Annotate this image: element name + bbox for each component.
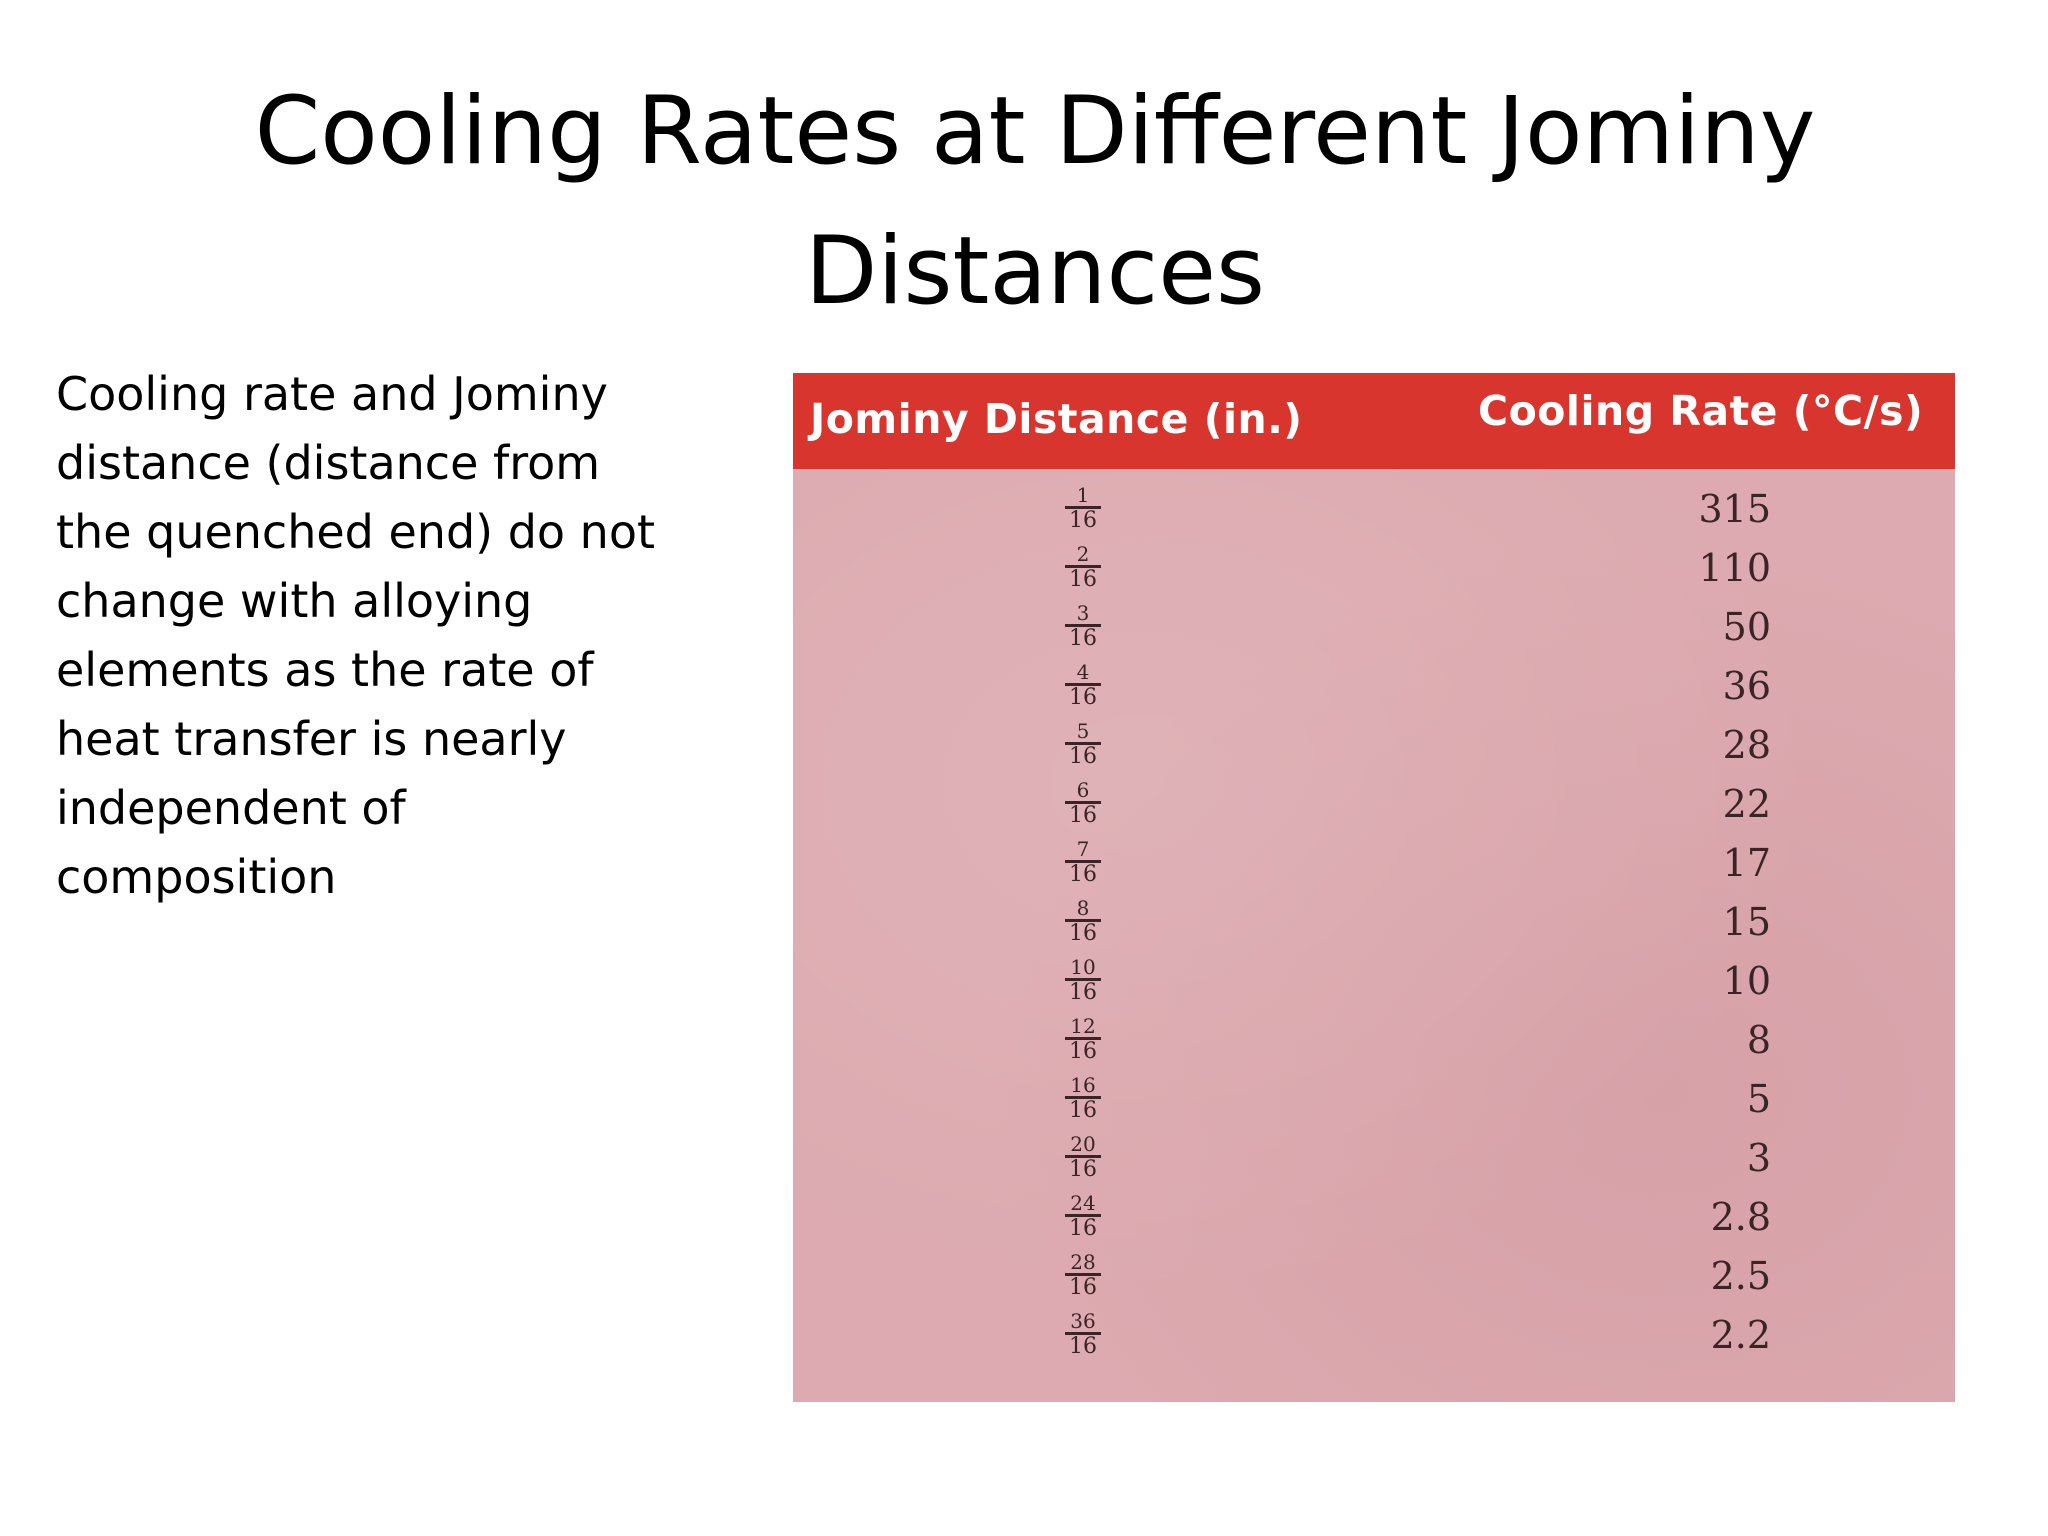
distance-denominator: 16 (1069, 567, 1097, 592)
distance-fraction: 24 16 (1055, 1193, 1111, 1241)
table-row: 1 16 315 (793, 485, 1955, 544)
distance-denominator: 16 (1069, 862, 1097, 887)
slide-title-line: Cooling Rates at Different Jominy (254, 77, 1816, 186)
cooling-rate-value: 10 (1722, 959, 1771, 1003)
body-text-line: distance (distance from (56, 436, 601, 490)
cooling-rate-value: 8 (1746, 1018, 1771, 1062)
distance-denominator: 16 (1069, 980, 1097, 1005)
distance-denominator: 16 (1069, 744, 1097, 769)
table-row: 2 16 110 (793, 544, 1955, 603)
distance-fraction: 3 16 (1055, 603, 1111, 651)
column-header-distance: Jominy Distance (in.) (810, 395, 1303, 443)
distance-numerator: 1 (1065, 485, 1101, 509)
table-row: 28 16 2.5 (793, 1252, 1955, 1311)
distance-denominator: 16 (1069, 508, 1097, 533)
distance-fraction: 10 16 (1055, 957, 1111, 1005)
distance-numerator: 20 (1065, 1134, 1101, 1158)
distance-denominator: 16 (1069, 1275, 1097, 1300)
cooling-rate-value: 22 (1722, 782, 1771, 826)
distance-denominator: 16 (1069, 1216, 1097, 1241)
distance-numerator: 24 (1065, 1193, 1101, 1217)
distance-numerator: 16 (1065, 1075, 1101, 1099)
slide-title-line: Distances (805, 217, 1265, 326)
distance-fraction: 4 16 (1055, 662, 1111, 710)
distance-fraction: 20 16 (1055, 1134, 1111, 1182)
cooling-rate-value: 2.8 (1710, 1195, 1771, 1239)
distance-fraction: 16 16 (1055, 1075, 1111, 1123)
distance-denominator: 16 (1069, 803, 1097, 828)
cooling-rate-value: 315 (1698, 487, 1771, 531)
body-text-line: the quenched end) do not (56, 505, 656, 559)
distance-denominator: 16 (1069, 1157, 1097, 1182)
distance-numerator: 36 (1065, 1311, 1101, 1335)
distance-numerator: 28 (1065, 1252, 1101, 1276)
cooling-rate-value: 2.2 (1710, 1313, 1771, 1357)
table-row: 36 16 2.2 (793, 1311, 1955, 1370)
distance-numerator: 4 (1065, 662, 1101, 686)
cooling-rate-value: 110 (1698, 546, 1771, 590)
distance-fraction: 7 16 (1055, 839, 1111, 887)
body-text: Cooling rate and Jominy distance (distan… (56, 360, 756, 912)
table-row: 3 16 50 (793, 603, 1955, 662)
table-row: 20 16 3 (793, 1134, 1955, 1193)
table-row: 4 16 36 (793, 662, 1955, 721)
distance-fraction: 28 16 (1055, 1252, 1111, 1300)
body-text-line: Cooling rate and Jominy (56, 367, 608, 421)
distance-numerator: 10 (1065, 957, 1101, 981)
distance-fraction: 12 16 (1055, 1016, 1111, 1064)
cooling-rate-value: 36 (1722, 664, 1771, 708)
table-row: 12 16 8 (793, 1016, 1955, 1075)
body-text-line: elements as the rate of (56, 643, 594, 697)
distance-denominator: 16 (1069, 921, 1097, 946)
table-row: 7 16 17 (793, 839, 1955, 898)
cooling-rate-value: 17 (1722, 841, 1771, 885)
cooling-rate-value: 3 (1746, 1136, 1771, 1180)
cooling-rate-table: Jominy Distance (in.) Cooling Rate (°C/s… (793, 373, 1955, 1402)
distance-fraction: 5 16 (1055, 721, 1111, 769)
slide-title: Cooling Rates at Different Jominy Distan… (150, 62, 1920, 342)
body-text-line: independent of (56, 781, 406, 835)
table-row: 8 16 15 (793, 898, 1955, 957)
body-text-line: composition (56, 850, 337, 904)
table-row: 24 16 2.8 (793, 1193, 1955, 1252)
distance-fraction: 36 16 (1055, 1311, 1111, 1359)
cooling-rate-value: 50 (1722, 605, 1771, 649)
distance-denominator: 16 (1069, 1039, 1097, 1064)
table-row: 5 16 28 (793, 721, 1955, 780)
table-row: 6 16 22 (793, 780, 1955, 839)
cooling-rate-value: 5 (1746, 1077, 1771, 1121)
distance-denominator: 16 (1069, 1334, 1097, 1359)
distance-fraction: 6 16 (1055, 780, 1111, 828)
table-row: 10 16 10 (793, 957, 1955, 1016)
distance-numerator: 8 (1065, 898, 1101, 922)
table-row: 16 16 5 (793, 1075, 1955, 1134)
distance-fraction: 1 16 (1055, 485, 1111, 533)
cooling-rate-value: 28 (1722, 723, 1771, 767)
body-text-line: heat transfer is nearly (56, 712, 567, 766)
distance-numerator: 6 (1065, 780, 1101, 804)
body-text-line: change with alloying (56, 574, 533, 628)
distance-numerator: 2 (1065, 544, 1101, 568)
cooling-rate-value: 15 (1722, 900, 1771, 944)
distance-numerator: 7 (1065, 839, 1101, 863)
distance-numerator: 12 (1065, 1016, 1101, 1040)
column-header-cooling-rate: Cooling Rate (°C/s) (1478, 387, 1924, 435)
distance-fraction: 8 16 (1055, 898, 1111, 946)
distance-denominator: 16 (1069, 1098, 1097, 1123)
distance-denominator: 16 (1069, 626, 1097, 651)
distance-fraction: 2 16 (1055, 544, 1111, 592)
distance-numerator: 3 (1065, 603, 1101, 627)
table-header: Jominy Distance (in.) Cooling Rate (°C/s… (793, 373, 1955, 469)
cooling-rate-value: 2.5 (1710, 1254, 1771, 1298)
distance-denominator: 16 (1069, 685, 1097, 710)
distance-numerator: 5 (1065, 721, 1101, 745)
